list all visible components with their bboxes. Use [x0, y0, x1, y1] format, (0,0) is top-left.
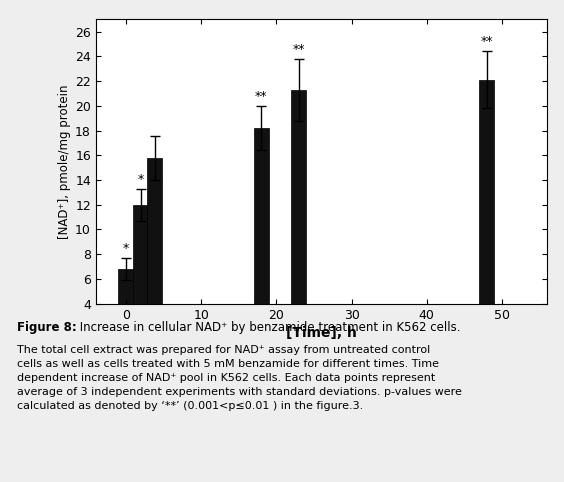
Bar [254, 128, 269, 304]
Bar [479, 80, 495, 304]
Y-axis label: [NAD⁺], pmole/mg protein: [NAD⁺], pmole/mg protein [58, 84, 71, 239]
Text: The total cell extract was prepared for NAD⁺ assay from untreated control
cells : The total cell extract was prepared for … [17, 345, 462, 411]
Text: Figure 8:: Figure 8: [17, 321, 77, 334]
Bar [147, 158, 162, 304]
Bar [134, 205, 148, 304]
Text: Increase in cellular NAD⁺ by benzamide treatment in K562 cells.: Increase in cellular NAD⁺ by benzamide t… [76, 321, 461, 334]
Bar [292, 90, 306, 304]
Text: **: ** [293, 43, 305, 56]
Bar [118, 269, 134, 304]
Text: **: ** [481, 35, 493, 48]
Text: *: * [123, 242, 129, 255]
Text: *: * [138, 173, 144, 186]
X-axis label: [Time], h: [Time], h [286, 326, 357, 340]
Text: **: ** [255, 90, 267, 103]
